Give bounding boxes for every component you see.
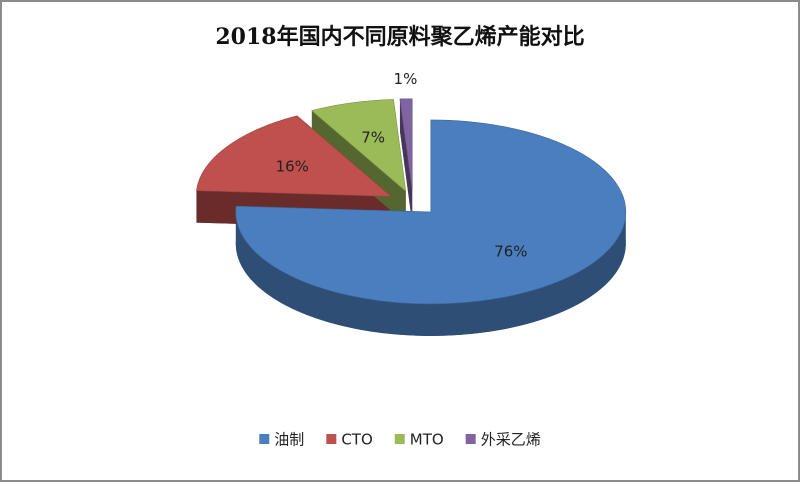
- legend-label: MTO: [410, 431, 444, 449]
- legend-label: 外采乙烯: [481, 431, 541, 449]
- legend-swatch: [259, 434, 270, 444]
- pie-slice: [235, 119, 627, 305]
- pie-slice: [399, 98, 413, 191]
- data-label: 76%: [494, 243, 527, 261]
- data-label: 16%: [276, 157, 309, 175]
- pie-tops: [196, 98, 627, 305]
- legend-swatch: [465, 434, 476, 444]
- slice-wall: [235, 211, 626, 336]
- legend-label: 油制: [274, 431, 304, 449]
- chart-title: 2018年国内不同原料聚乙烯产能对比: [215, 24, 584, 50]
- pie-slice: [196, 115, 392, 197]
- slice-side: [399, 98, 413, 223]
- legend-swatch: [394, 434, 405, 444]
- legend-swatch: [326, 434, 337, 444]
- data-label: 1%: [394, 70, 418, 88]
- data-label: 7%: [361, 129, 385, 147]
- pie-slice: [311, 99, 407, 192]
- legend: 油制 CTO MTO 外采乙烯: [259, 431, 541, 449]
- legend-label: CTO: [341, 431, 372, 449]
